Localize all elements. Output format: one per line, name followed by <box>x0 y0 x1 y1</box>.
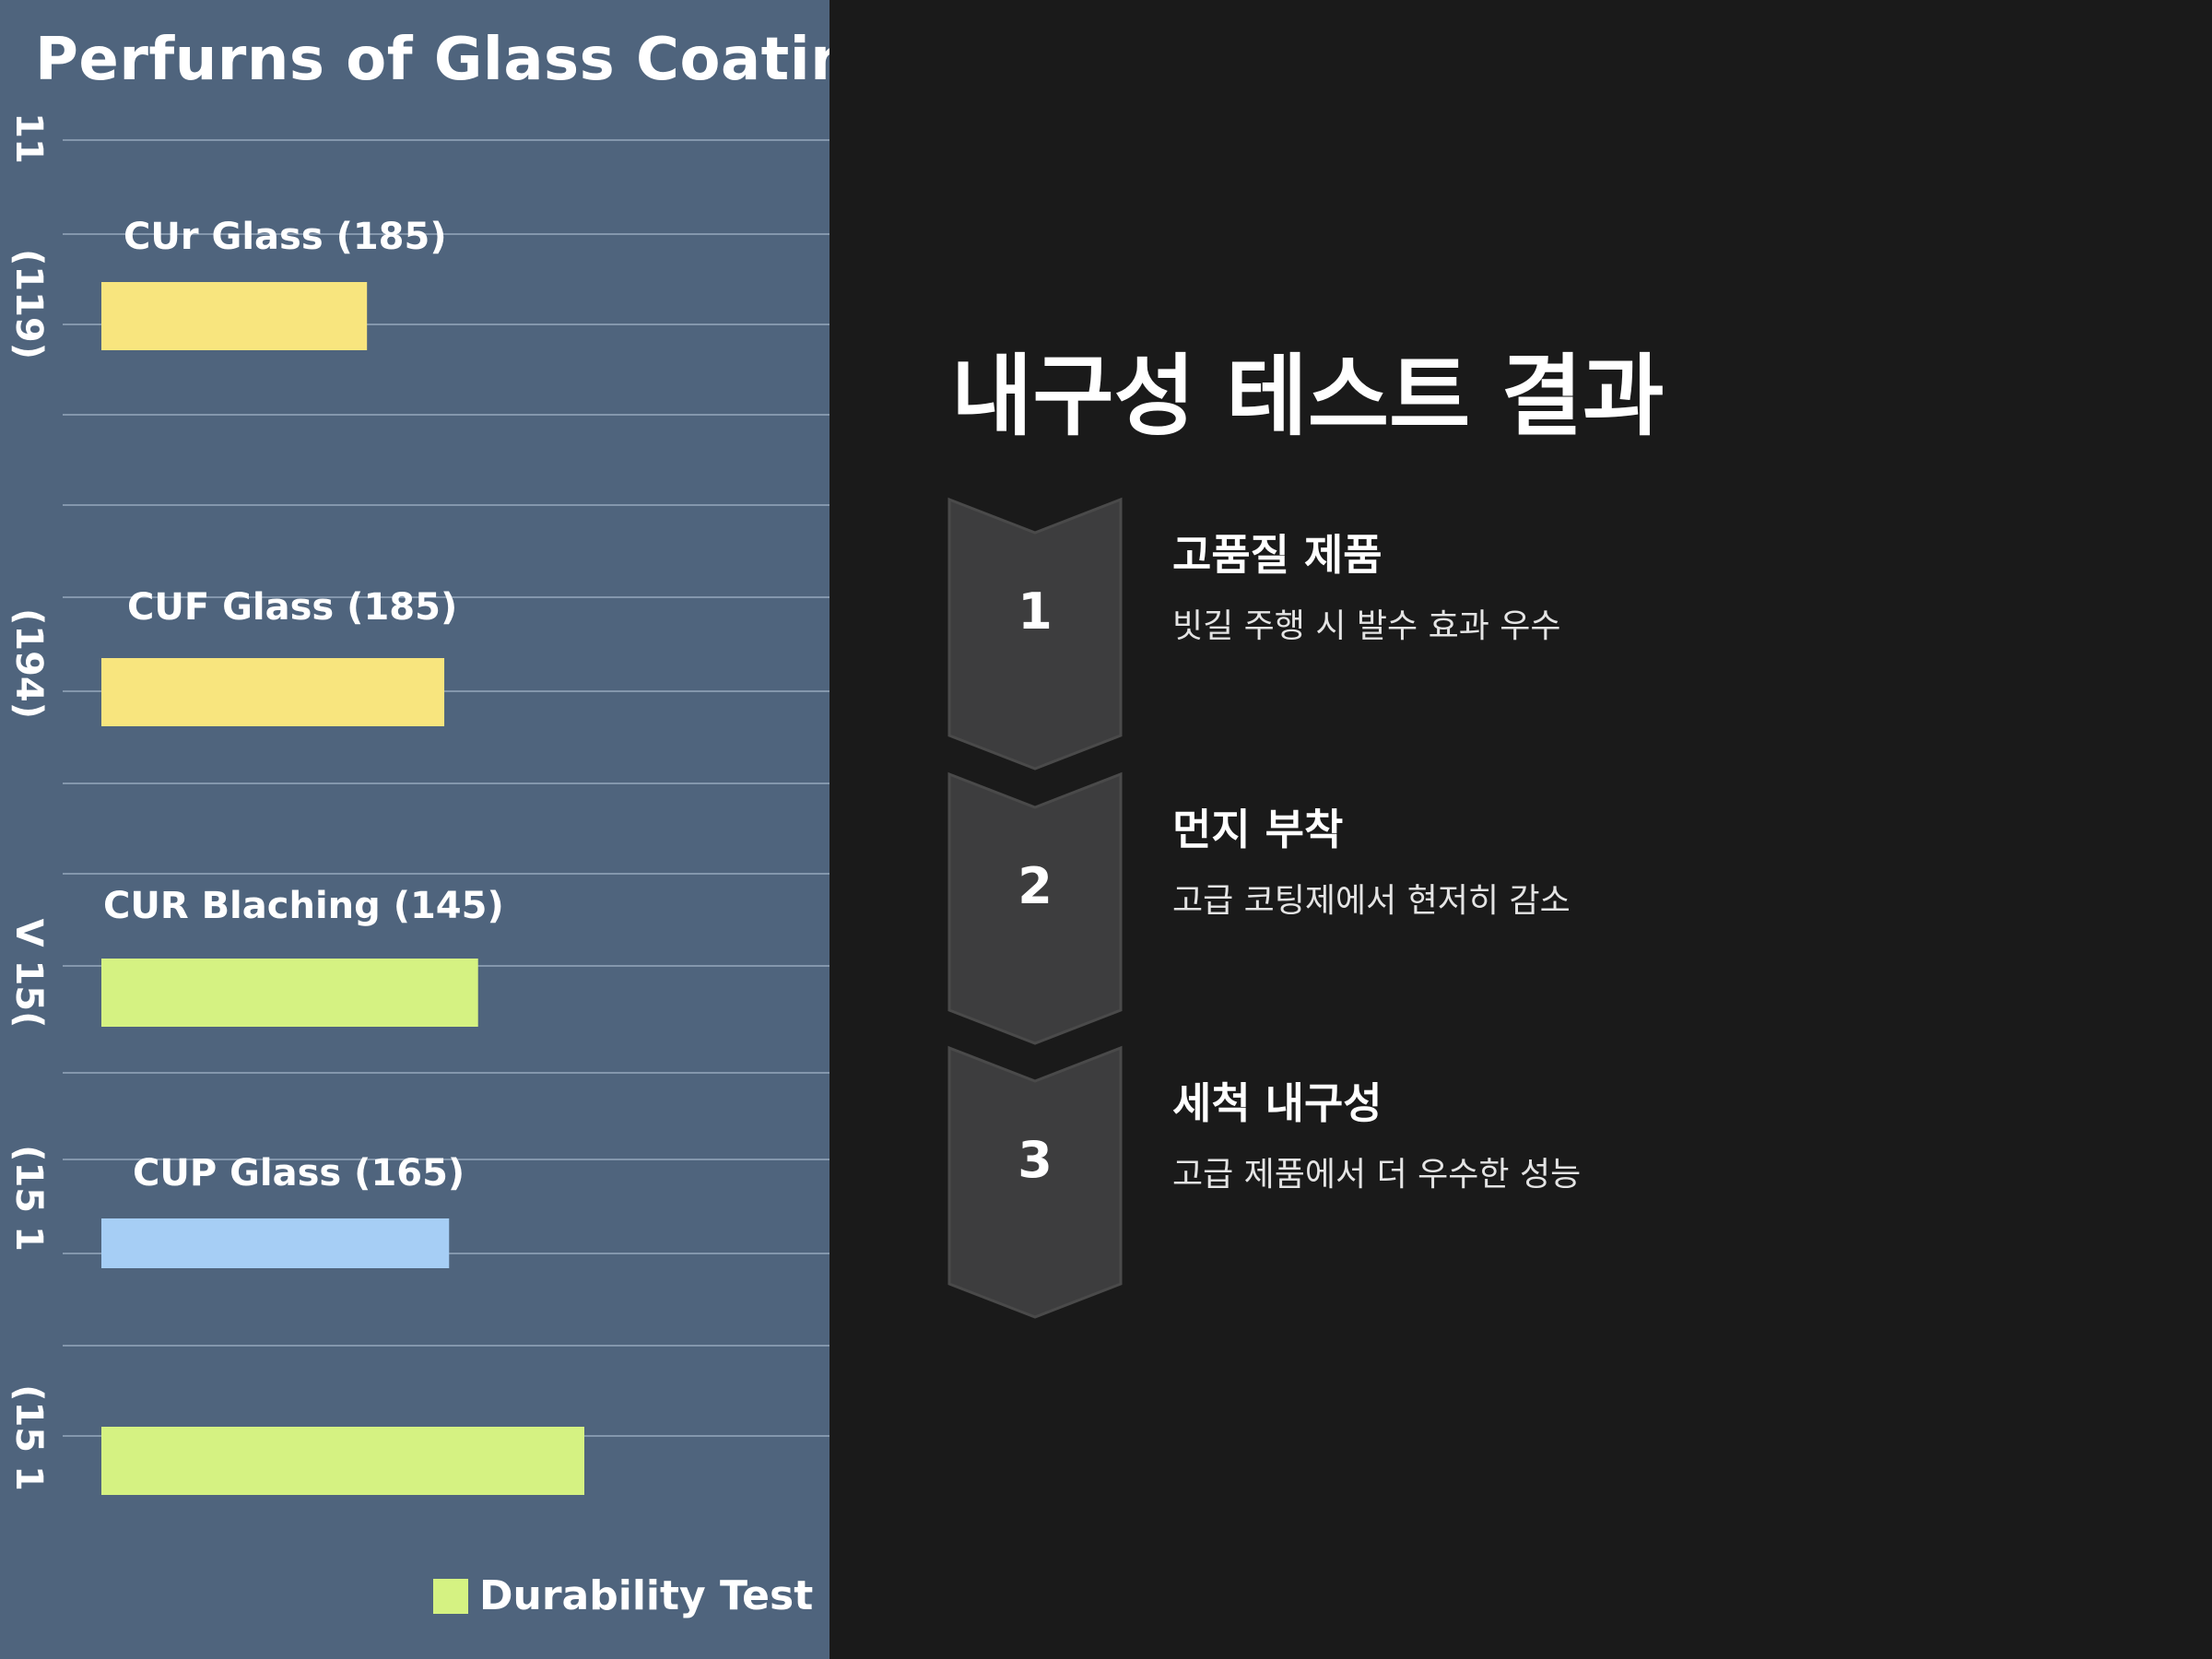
bar-label-2: CUF Glass (185) <box>127 586 457 629</box>
bar-label-1: CUr Glass (185) <box>124 216 447 258</box>
step-chevron-2 <box>947 771 1123 1045</box>
chart-legend: Durability Test <box>433 1572 813 1619</box>
step-2: 2 먼지 부착 고급 코팅제에서 현저히 감소 <box>947 771 2109 1049</box>
step-description-2: 고급 코팅제에서 현저히 감소 <box>1172 882 1571 920</box>
step-3: 3 세척 내구성 고급 제품에서 더 우수한 성능 <box>947 1045 2109 1323</box>
step-heading-1: 고품질 제품 <box>1172 530 1382 580</box>
bar-chart: CUr Glass (185) CUF Glass (185) CUR Blachi… <box>7 112 830 1495</box>
bar-label-3: CUR Blaching (145) <box>103 885 504 927</box>
legend-label: Durability Test <box>479 1572 814 1619</box>
bar-1 <box>101 282 368 350</box>
bar-4 <box>101 1218 450 1268</box>
step-number-3: 3 <box>1018 1131 1053 1189</box>
axis-label-4: V 15( <box>7 919 50 1029</box>
step-chevron-1 <box>947 497 1123 771</box>
axis-label-5: (15 1 <box>7 1145 50 1252</box>
axis-label-1: 11 <box>7 112 50 164</box>
chart-title: Perfurns of Glass Coatings <box>35 26 830 94</box>
step-description-3: 고급 제품에서 더 우수한 성능 <box>1172 1156 1582 1194</box>
chart-panel: CUr Glass (185) CUF Glass (185) CUR Blachi… <box>0 0 830 1659</box>
bar-label-4: CUP Glass (165) <box>133 1152 465 1194</box>
results-panel: 내구성 테스트 결과 1 고품질 제품 빗길 주행 시 발수 효과 우수 2 먼… <box>830 0 2212 1659</box>
step-description-1: 빗길 주행 시 발수 효과 우수 <box>1172 607 1561 645</box>
axis-label-3: (194) <box>7 608 50 719</box>
legend-swatch <box>433 1578 468 1614</box>
step-number-1: 1 <box>1018 582 1053 641</box>
bar-5 <box>101 1427 584 1495</box>
step-1: 1 고품질 제품 빗길 주행 시 발수 효과 우수 <box>947 497 2109 774</box>
step-heading-2: 먼지 부착 <box>1172 805 1344 854</box>
step-chevron-3 <box>947 1045 1123 1319</box>
bar-3 <box>101 959 478 1027</box>
axis-label-6: (15 1 <box>7 1384 50 1491</box>
step-number-2: 2 <box>1018 857 1053 915</box>
step-heading-3: 세척 내구성 <box>1172 1078 1382 1128</box>
axis-label-2: (119) <box>7 249 50 359</box>
section-title: 내구성 테스트 결과 <box>951 345 1665 448</box>
bar-2 <box>101 658 445 726</box>
